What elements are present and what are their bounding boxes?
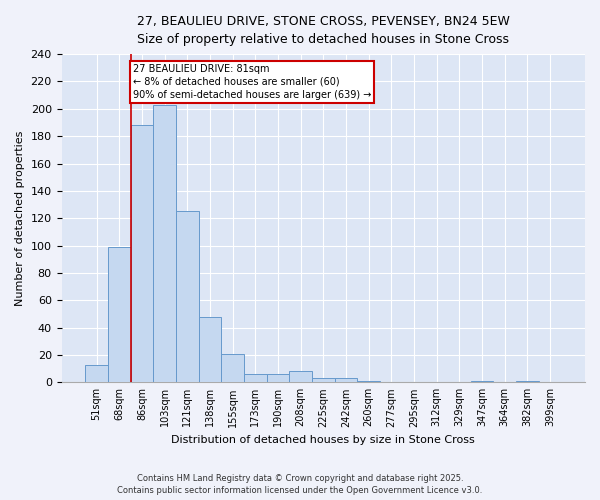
Bar <box>470 381 493 382</box>
X-axis label: Distribution of detached houses by size in Stone Cross: Distribution of detached houses by size … <box>172 435 475 445</box>
Bar <box>154 104 176 382</box>
Y-axis label: Number of detached properties: Number of detached properties <box>15 130 25 306</box>
Bar <box>357 381 380 382</box>
Bar <box>289 372 312 382</box>
Text: Contains HM Land Registry data © Crown copyright and database right 2025.
Contai: Contains HM Land Registry data © Crown c… <box>118 474 482 495</box>
Bar <box>108 247 131 382</box>
Title: 27, BEAULIEU DRIVE, STONE CROSS, PEVENSEY, BN24 5EW
Size of property relative to: 27, BEAULIEU DRIVE, STONE CROSS, PEVENSE… <box>137 15 510 46</box>
Bar <box>335 378 357 382</box>
Bar <box>516 381 539 382</box>
Bar <box>266 374 289 382</box>
Bar <box>221 354 244 382</box>
Bar <box>199 316 221 382</box>
Bar <box>312 378 335 382</box>
Bar <box>85 364 108 382</box>
Text: 27 BEAULIEU DRIVE: 81sqm
← 8% of detached houses are smaller (60)
90% of semi-de: 27 BEAULIEU DRIVE: 81sqm ← 8% of detache… <box>133 64 371 100</box>
Bar <box>244 374 266 382</box>
Bar <box>176 212 199 382</box>
Bar <box>131 125 154 382</box>
